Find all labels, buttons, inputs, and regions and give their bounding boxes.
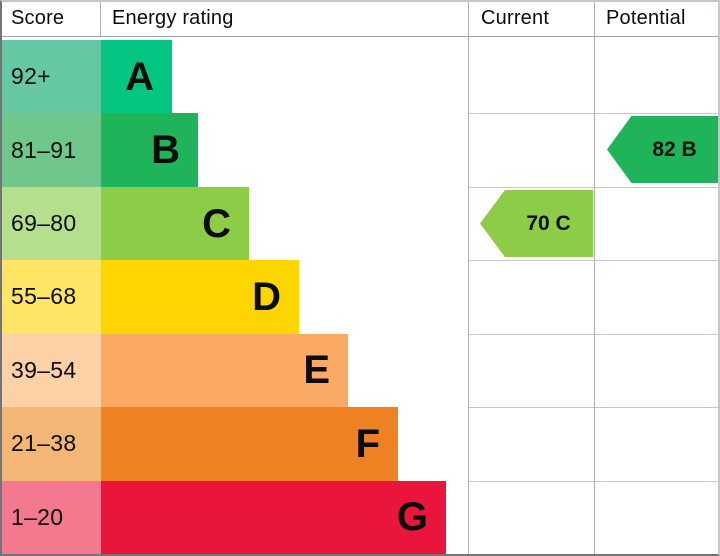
- score-cell: 1–20: [0, 480, 101, 554]
- rating-row-g: 1–20 G: [0, 480, 720, 554]
- row-separator-line: [469, 113, 718, 114]
- rating-row-e: 39–54 E: [0, 333, 720, 408]
- score-cell: 81–91: [0, 113, 101, 187]
- divider-current-potential: [594, 0, 595, 556]
- rating-row-a: 92+ A: [0, 40, 720, 114]
- row-separator-line: [469, 334, 718, 335]
- score-cell: 92+: [0, 40, 101, 114]
- rating-row-d: 55–68 D: [0, 260, 720, 334]
- score-cell: 55–68: [0, 260, 101, 334]
- score-cell: 21–38: [0, 407, 101, 481]
- potential-arrow: 82 B: [607, 116, 718, 183]
- rating-bar-c: C: [101, 186, 249, 261]
- score-cell: 39–54: [0, 333, 101, 408]
- rating-row-f: 21–38 F: [0, 407, 720, 481]
- rating-bar-a: A: [101, 40, 172, 114]
- column-header-current: Current: [481, 7, 550, 29]
- current-arrow: 70 C: [480, 190, 593, 257]
- column-header-score: Score: [11, 7, 65, 29]
- score-cell: 69–80: [0, 186, 101, 261]
- rating-bar-e: E: [101, 333, 348, 408]
- divider-energy-current: [468, 0, 469, 556]
- header-divider-line: [0, 36, 720, 37]
- divider-score-energy: [100, 0, 101, 36]
- row-separator-line: [469, 187, 718, 188]
- column-header-potential: Potential: [606, 7, 686, 29]
- rating-bar-d: D: [101, 260, 299, 334]
- rating-row-b: 81–91 B: [0, 113, 720, 187]
- rating-bar-f: F: [101, 407, 398, 481]
- column-header-energy-rating: Energy rating: [112, 7, 234, 29]
- row-separator-line: [469, 260, 718, 261]
- rating-row-c: 69–80 C: [0, 186, 720, 261]
- rating-bar-b: B: [101, 113, 198, 187]
- rating-rows: 92+ A 81–91 B 69–80 C 55–68 D 39–54 E 21…: [0, 40, 720, 554]
- rating-bar-g: G: [101, 480, 446, 554]
- row-separator-line: [469, 407, 718, 408]
- row-separator-line: [469, 481, 718, 482]
